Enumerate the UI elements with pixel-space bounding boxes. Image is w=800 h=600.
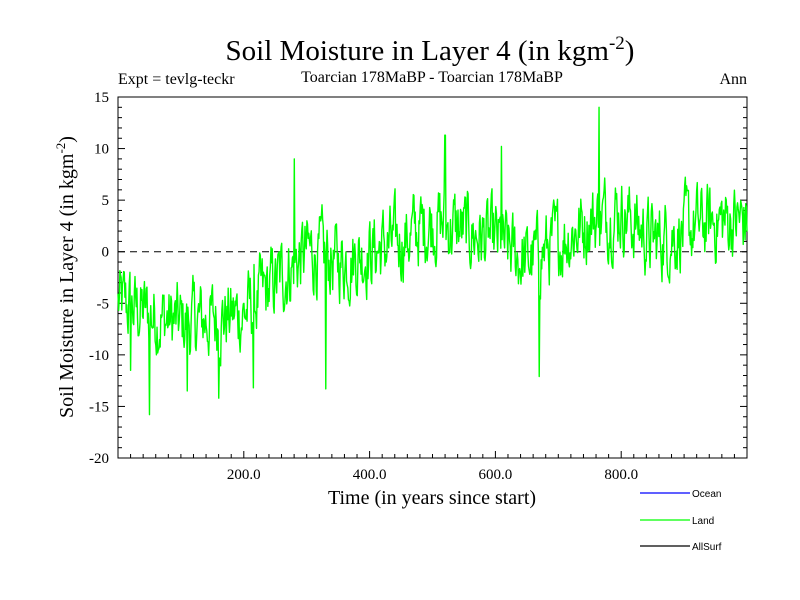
- y-tick-label: -10: [89, 348, 109, 364]
- subtitle-period: Toarcian 178MaBP - Toarcian 178MaBP: [301, 69, 563, 86]
- chart-title: Soil Moisture in Layer 4 (in kgm-2): [226, 33, 635, 67]
- y-axis-label: Soil Moisture in Layer 4 (in kgm-2): [53, 136, 78, 418]
- y-tick-label: -5: [97, 296, 110, 312]
- plot-frame: [117, 96, 748, 459]
- legend: Ocean Land AllSurf: [640, 489, 722, 553]
- x-axis-label: Time (in years since start): [328, 487, 536, 509]
- y-tick-label: 15: [94, 90, 109, 106]
- x-tick-label: 400.0: [353, 467, 387, 483]
- y-tick-label: 0: [102, 245, 110, 261]
- x-tick-label: 600.0: [479, 467, 513, 483]
- legend-label-allsurf: AllSurf: [692, 542, 722, 553]
- y-tick-label: -20: [89, 451, 109, 467]
- subtitle-season: Ann: [719, 71, 747, 88]
- series-group: [117, 106, 748, 416]
- series-line-land: [117, 106, 748, 416]
- legend-label-land: Land: [692, 516, 714, 527]
- y-tick-label: 5: [102, 193, 110, 209]
- subtitle-experiment: Expt = tevlg-teckr: [118, 71, 235, 88]
- x-tick-label: 800.0: [604, 467, 638, 483]
- x-tick-label: 200.0: [227, 467, 261, 483]
- y-tick-label: 10: [94, 142, 109, 158]
- y-axis-ticks: -20 -15 -10 -5 0 5 10 15: [89, 90, 747, 467]
- y-tick-label: -15: [89, 399, 109, 415]
- legend-label-ocean: Ocean: [692, 489, 721, 500]
- x-axis-ticks: 200.0 400.0 600.0 800.0: [130, 451, 735, 483]
